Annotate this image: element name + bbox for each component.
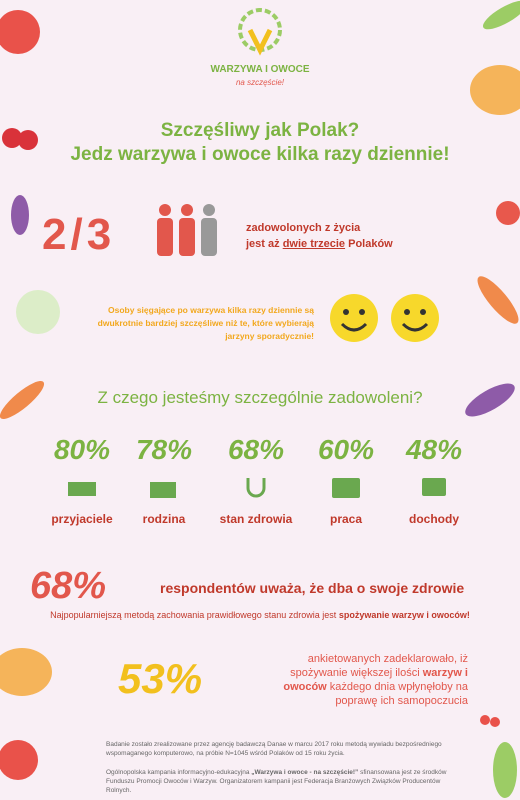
emphasis: spożywanie warzyw i owoców! <box>338 610 470 620</box>
emphasis: dwie trzecie <box>282 238 346 250</box>
question: Z czego jesteśmy szczególnie zadowoleni? <box>97 388 423 407</box>
item-label: dochody <box>409 512 459 526</box>
item-percent: 60% <box>317 434 375 465</box>
item-label: przyjaciele <box>51 512 113 526</box>
pumpkin <box>470 65 520 115</box>
peapod <box>493 742 517 798</box>
item-percent: 48% <box>405 434 463 465</box>
item-label: praca <box>329 512 363 526</box>
item-percent: 78% <box>135 434 193 465</box>
footer-campaign: Ogólnopolska kampania informacyjno-eduka… <box>106 768 456 795</box>
fraction-text: zadowolonych z życia <box>246 222 361 234</box>
health-text: respondentów uważa, że dba o swoje zdrow… <box>160 580 465 596</box>
strawberry <box>496 201 520 225</box>
smiley <box>330 294 378 342</box>
fraction-text: jest aż dwie trzecie Polaków <box>246 238 393 250</box>
eggplant <box>465 383 515 417</box>
cherry <box>18 130 38 150</box>
health-note: Najpopularniejszą metodą zachowania praw… <box>0 610 520 620</box>
text: Ogólnopolska kampania informacyjno-eduka… <box>106 769 252 776</box>
title: Szczęśliwy jak Polak? <box>160 120 360 141</box>
item-label: stan zdrowia <box>219 512 293 526</box>
pumpkin <box>0 648 52 696</box>
carrot <box>477 276 519 324</box>
text: sfinansowana jest ze środków Funduszu Pr… <box>106 769 447 794</box>
emphasis: warzyw i owoców <box>283 667 468 693</box>
people-icon <box>157 204 217 256</box>
eggplant <box>11 195 29 235</box>
text: każdego dnia wpłynęłoby na poprawę ich s… <box>326 681 468 707</box>
peapod <box>482 0 520 30</box>
logo-name: WARZYWA I OWOCE <box>210 64 310 75</box>
fraction: 2/3 <box>42 210 116 259</box>
stat53-percent: 53% <box>118 655 203 702</box>
smiles-text: Osoby sięgające po warzywa kilka razy dz… <box>97 305 314 341</box>
health-percent: 68% <box>30 565 107 607</box>
carrot <box>0 380 45 420</box>
title: Jedz warzywa i owoce kilka razy dziennie… <box>70 144 450 165</box>
stat53-text: ankietowanych zadeklarowało, iż spożywan… <box>248 652 468 708</box>
text: Najpopularniejszą metodą zachowania praw… <box>50 610 339 620</box>
text: ankietowanych zadeklarowało, iż spożywan… <box>290 653 468 679</box>
text: Polaków <box>345 238 393 250</box>
cherry <box>490 717 500 727</box>
item-percent: 80% <box>53 434 111 465</box>
cherry <box>2 128 22 148</box>
emphasis: „Warzywa i owoce - na szczęście!” <box>251 769 359 776</box>
item-percent: 68% <box>227 434 285 465</box>
logo-icon <box>238 8 282 56</box>
cabbage <box>16 290 60 334</box>
smiley <box>391 294 439 342</box>
footer-study: Badanie zostało zrealizowane przez agenc… <box>106 741 442 757</box>
cherry <box>480 715 490 725</box>
tomato <box>0 10 40 54</box>
pepper <box>0 740 38 780</box>
item-label: rodzina <box>142 512 186 526</box>
text: jest aż <box>246 238 283 250</box>
logo-tagline: na szczęście! <box>235 78 285 87</box>
item-icons <box>68 478 446 498</box>
